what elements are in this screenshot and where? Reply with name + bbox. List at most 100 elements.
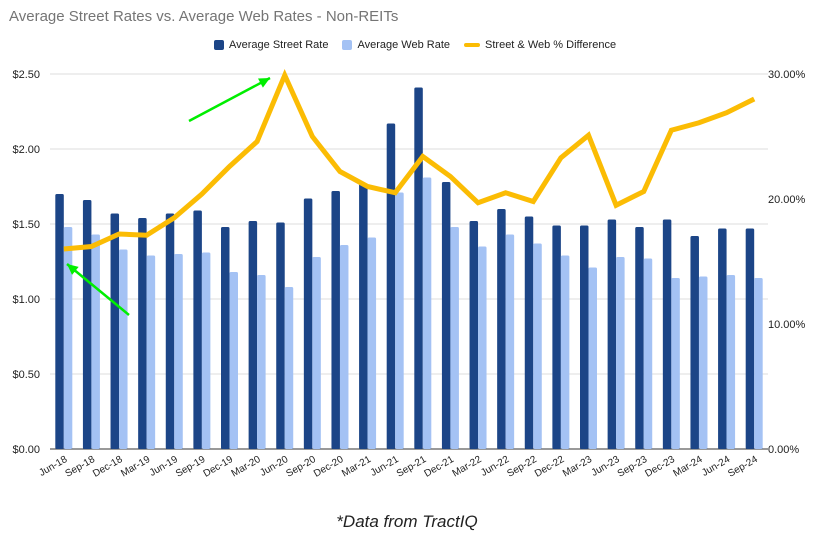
left-tick-label: $1.00 [12,294,40,306]
bar-street-rate [55,194,64,449]
bar-web-rate [754,278,763,449]
chart-plot: $0.00 $0.50 $1.00 $1.50 $2.00 $2.50 0.00% 10.00… [12,68,806,480]
bar-street-rate [441,182,451,449]
bar-street-rate [662,219,672,449]
x-tick-label: Dec-22 [533,454,567,480]
bar-web-rate [284,287,294,449]
bar-web-rate [450,227,459,449]
annotation-arrow [66,263,130,316]
x-tick-label: Mar-23 [561,454,594,480]
legend-label: Street & Web % Difference [485,39,617,51]
bar-web-rate [339,245,349,449]
bar-web-rate [671,278,680,449]
x-tick-label: Jun-22 [479,454,511,479]
x-tick-label: Mar-22 [451,454,484,480]
footer-note: *Data from TractIQ [336,512,478,531]
bar-street-rate [193,210,202,449]
left-tick-label: $0.50 [12,369,40,381]
bar-web-rate [616,257,625,449]
bar-street-rate [635,227,644,449]
bar-street-rate [745,228,755,449]
bar-web-rate [698,276,708,449]
x-tick-label: Jun-24 [700,454,732,479]
left-tick-label: $2.50 [12,69,40,81]
chart-title: Average Street Rates vs. Average Web Rat… [9,8,399,25]
left-tick-label: $1.50 [12,219,40,231]
bar-web-rate [91,234,100,449]
bar-web-rate [533,243,542,449]
x-tick-label: Sep-22 [505,454,539,480]
bar-web-rate [588,267,597,449]
right-tick-label: 20.00% [768,194,806,206]
x-tick-label: Sep-19 [174,454,208,480]
x-tick-label: Sep-18 [63,454,97,480]
bar-web-rate [201,252,211,449]
bar-web-rate [478,246,487,449]
bar-street-rate [469,221,479,449]
legend-label: Average Street Rate [229,39,329,51]
bar-street-rate [303,198,313,449]
legend: Average Street Rate Average Web Rate Str… [214,39,616,51]
bar-street-rate [276,222,285,449]
bar-street-rate [607,219,617,449]
x-tick-label: Sep-23 [616,454,650,480]
legend-item-web: Average Web Rate [342,39,450,51]
right-tick-label: 0.00% [768,444,799,456]
x-tick-label: Mar-21 [340,454,373,480]
x-tick-label: Dec-19 [202,454,236,480]
x-tick-label: Mar-20 [230,454,263,480]
left-tick-label: $2.00 [12,144,40,156]
x-tick-label: Mar-19 [119,454,152,480]
bar-web-rate [395,192,404,449]
x-tick-label: Dec-18 [91,454,125,480]
bar-street-rate [331,191,340,449]
right-tick-label: 10.00% [768,319,806,331]
x-tick-label: Dec-20 [312,454,346,480]
bar-web-rate [726,275,736,449]
legend-item-street: Average Street Rate [214,39,328,51]
legend-swatch [464,43,481,47]
legend-item-diff: Street & Web % Difference [464,39,616,51]
legend-swatch [214,40,224,50]
annotation-arrow [188,76,271,123]
bar-street-rate [359,183,368,449]
x-tick-label: Jun-18 [37,454,69,479]
bar-street-rate [718,228,727,449]
bar-street-rate [552,225,561,449]
bar-street-rate [82,200,92,449]
legend-swatch [342,40,353,50]
bar-street-rate [524,216,534,449]
left-tick-label: $0.00 [12,444,40,456]
bar-web-rate [312,257,321,449]
bar-web-rate [505,234,515,449]
bar-street-rate [690,236,699,449]
bar-web-rate [146,255,156,449]
bar-street-rate [386,123,396,449]
bar-street-rate [497,209,506,449]
bar-web-rate [229,272,238,449]
bar-web-rate [367,237,377,449]
bar-street-rate [165,213,175,449]
bar-street-rate [138,218,147,449]
bar-street-rate [414,87,423,449]
x-tick-label: Jun-23 [590,454,622,479]
x-tick-label: Dec-21 [422,454,456,480]
bar-street-rate [580,225,589,449]
bar-web-rate [174,254,183,449]
bar-web-rate [257,275,266,449]
x-tick-label: Sep-24 [726,454,760,480]
x-tick-label: Sep-20 [284,454,318,480]
bar-web-rate [63,227,73,449]
arrowhead-icon [67,264,79,275]
x-tick-label: Jun-21 [369,454,401,479]
line-pct-difference [63,68,756,252]
right-tick-label: 30.00% [768,69,806,81]
bar-street-rate [221,227,230,449]
bar-web-rate [119,249,128,449]
legend-label: Average Web Rate [357,39,451,51]
x-tick-label: Sep-21 [395,454,429,480]
bar-web-rate [422,177,432,449]
x-tick-label: Jun-19 [148,454,180,479]
arrowhead-icon [258,78,270,88]
bar-street-rate [248,221,258,449]
